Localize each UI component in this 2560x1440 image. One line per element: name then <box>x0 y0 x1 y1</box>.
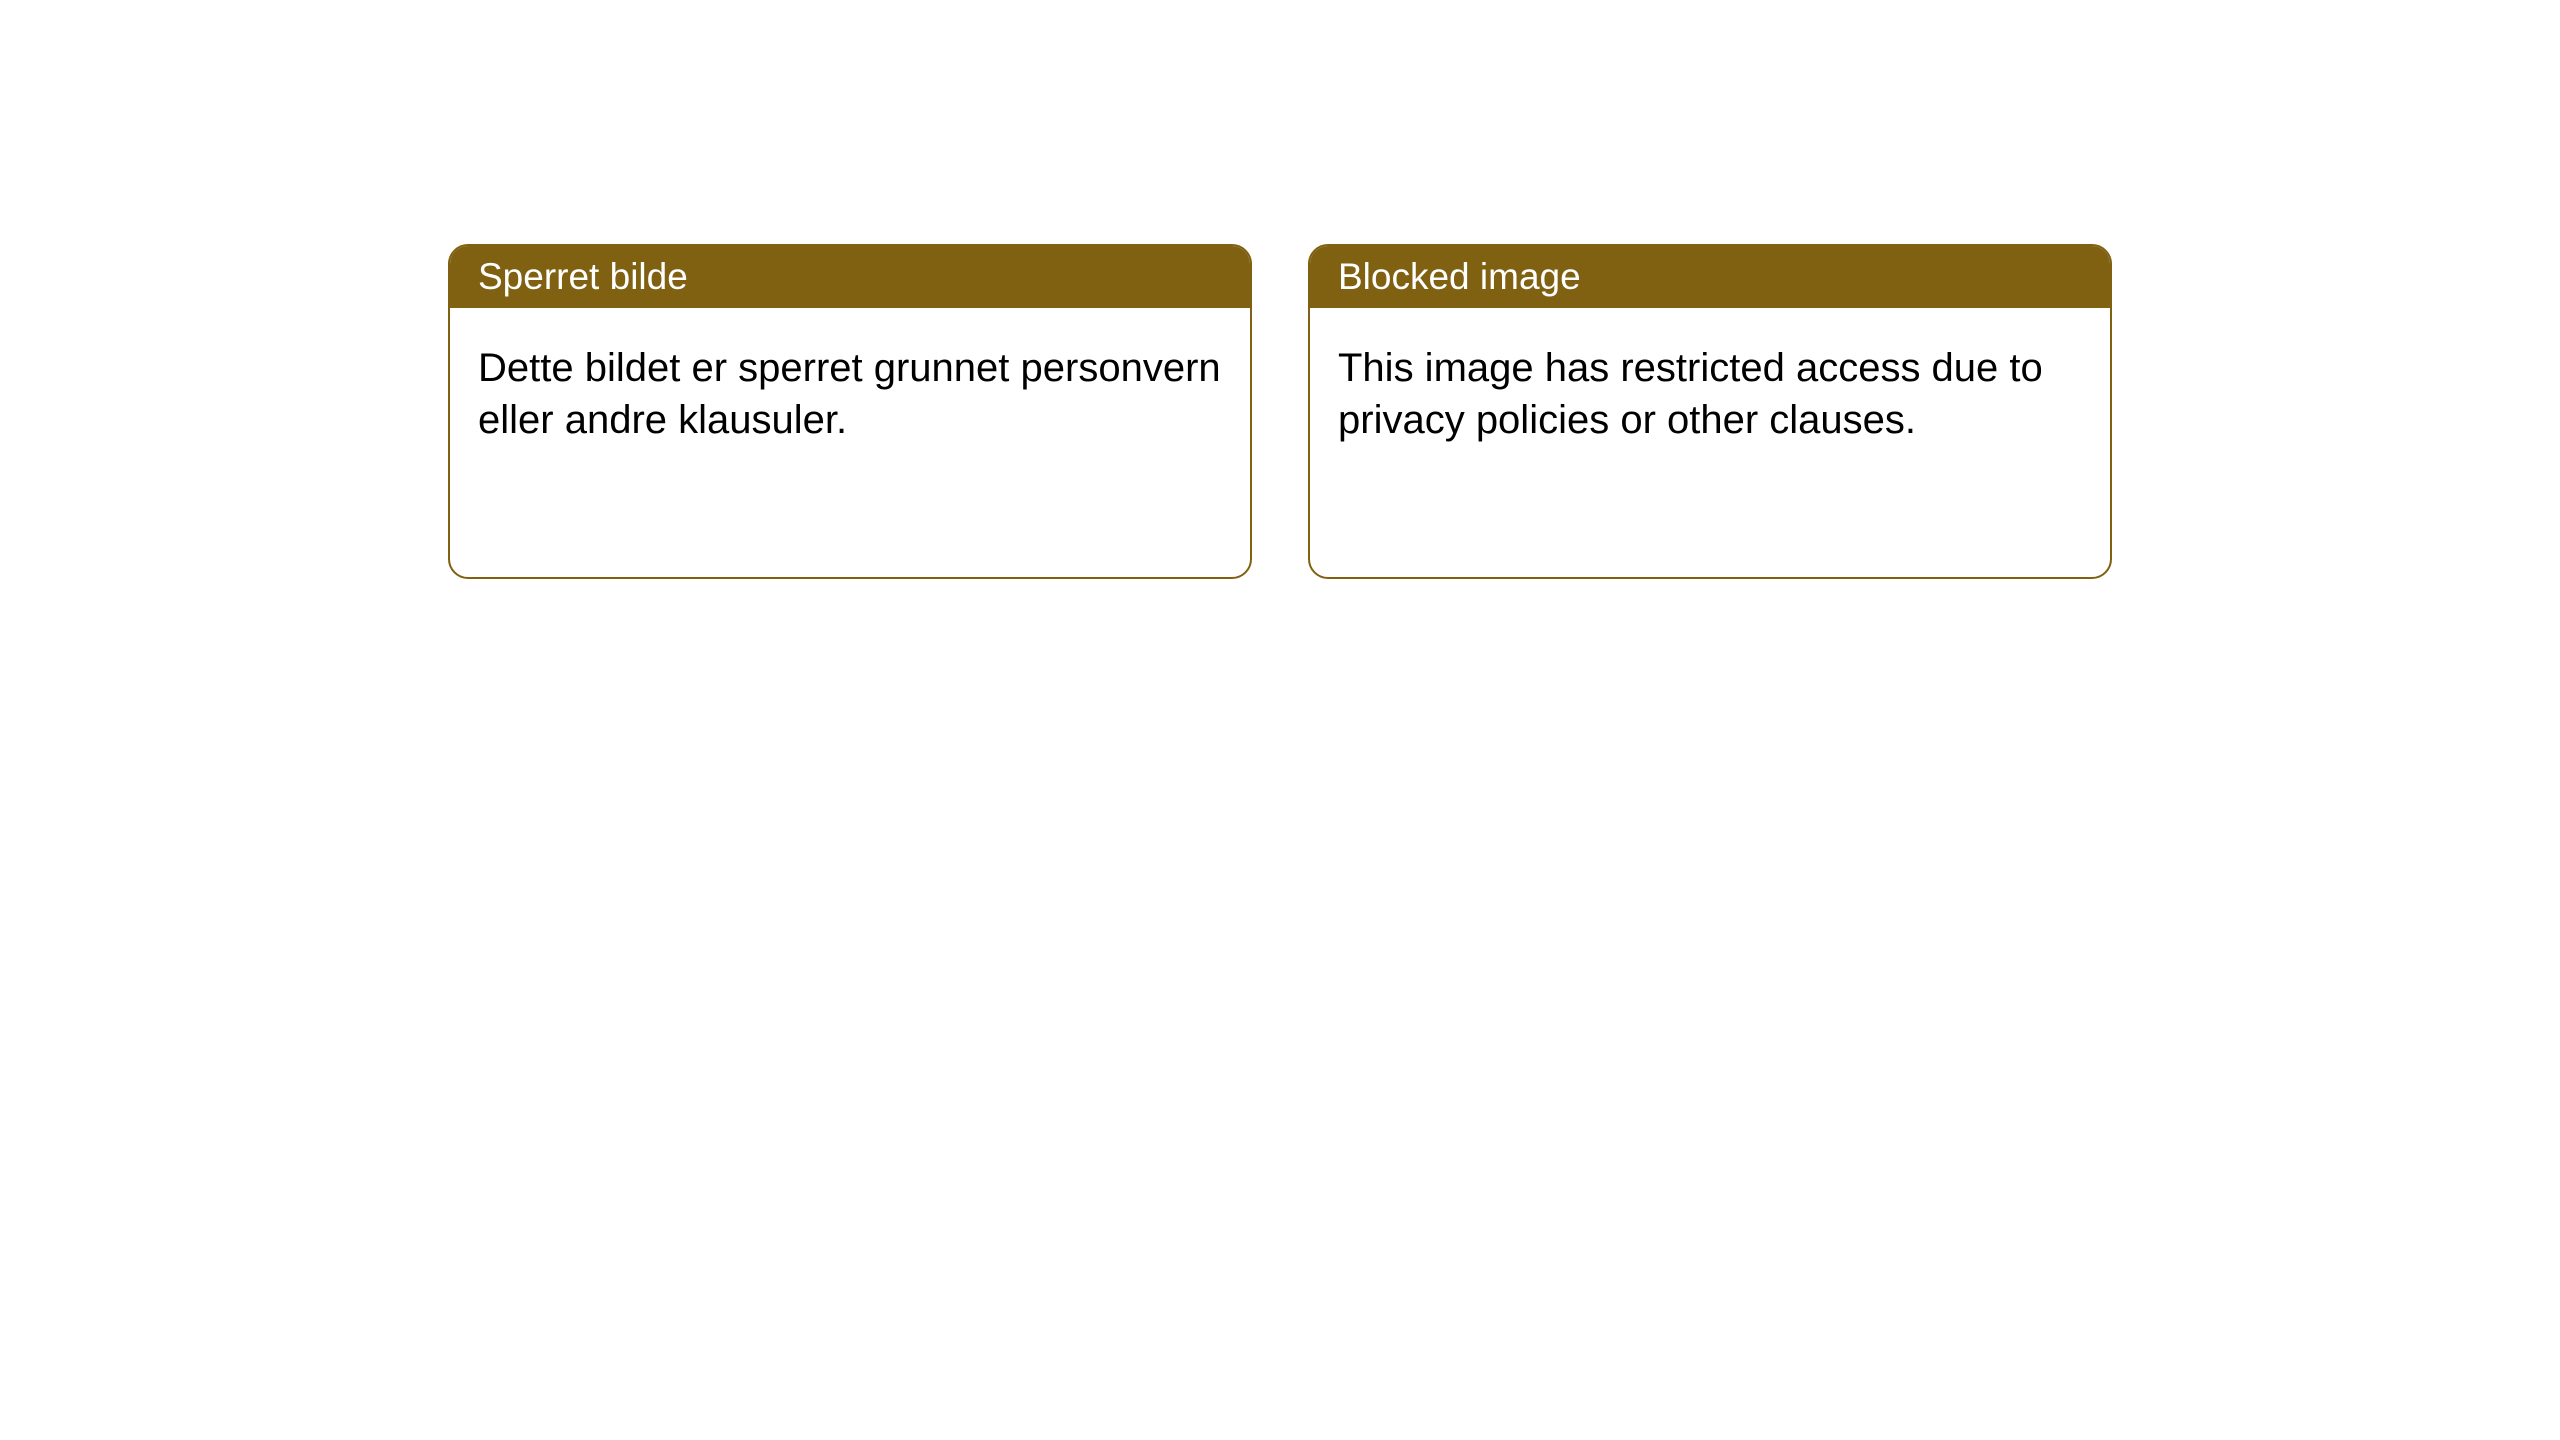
notice-text: Dette bildet er sperret grunnet personve… <box>478 346 1221 442</box>
notice-card-english: Blocked image This image has restricted … <box>1308 244 2112 579</box>
notice-header: Sperret bilde <box>450 246 1250 308</box>
notice-title: Blocked image <box>1338 256 1581 297</box>
notice-header: Blocked image <box>1310 246 2110 308</box>
notice-text: This image has restricted access due to … <box>1338 346 2043 442</box>
notice-container: Sperret bilde Dette bildet er sperret gr… <box>0 0 2560 579</box>
notice-body: This image has restricted access due to … <box>1310 308 2110 480</box>
notice-title: Sperret bilde <box>478 256 688 297</box>
notice-card-norwegian: Sperret bilde Dette bildet er sperret gr… <box>448 244 1252 579</box>
notice-body: Dette bildet er sperret grunnet personve… <box>450 308 1250 480</box>
